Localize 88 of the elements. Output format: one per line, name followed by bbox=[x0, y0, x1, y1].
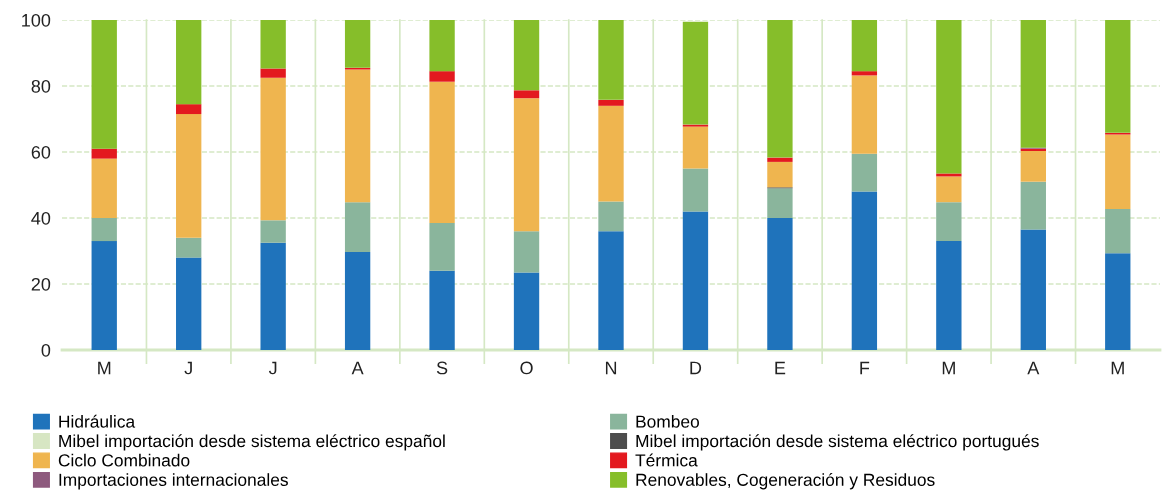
bar bbox=[851, 153, 878, 192]
bar bbox=[851, 20, 878, 72]
y-tick-label: 100 bbox=[22, 13, 51, 27]
x-tick-label: D bbox=[690, 361, 702, 375]
bar bbox=[1105, 134, 1131, 210]
bar bbox=[851, 75, 878, 154]
legend-label: Importaciones internacionales bbox=[59, 473, 288, 490]
legend-label: Ciclo Combinado bbox=[58, 453, 190, 467]
x-tick-label: M bbox=[98, 361, 111, 375]
y-tick-label: 40 bbox=[31, 211, 51, 225]
bar bbox=[91, 148, 117, 159]
legend-label: Térmica bbox=[635, 453, 698, 467]
x-tick-label: E bbox=[775, 361, 786, 375]
bar bbox=[682, 211, 709, 350]
bar bbox=[513, 90, 540, 99]
bar bbox=[176, 104, 202, 115]
bar bbox=[344, 20, 371, 68]
bar bbox=[1105, 253, 1131, 350]
bar bbox=[598, 99, 624, 106]
bar bbox=[936, 173, 962, 177]
bar bbox=[344, 69, 371, 203]
x-tick-label: M bbox=[942, 361, 955, 375]
bar bbox=[429, 20, 455, 72]
legend-label: Hidráulica bbox=[59, 414, 136, 428]
legend-label: Mibel importación desde sistema eléctrico portugués bbox=[636, 434, 1039, 451]
bar bbox=[936, 241, 962, 350]
bar bbox=[513, 231, 540, 273]
bar bbox=[682, 126, 709, 169]
bar bbox=[260, 220, 286, 243]
bar bbox=[598, 201, 624, 232]
x-tick-label: F bbox=[860, 361, 870, 375]
bar bbox=[91, 218, 117, 242]
bar bbox=[767, 157, 793, 162]
bar bbox=[1105, 209, 1131, 254]
bar bbox=[598, 105, 624, 202]
bar bbox=[1020, 229, 1046, 350]
bar bbox=[513, 272, 540, 350]
bar bbox=[260, 20, 286, 69]
x-tick-label: J bbox=[268, 361, 277, 375]
bar bbox=[1105, 20, 1131, 133]
bar bbox=[429, 81, 455, 223]
bar bbox=[260, 68, 286, 78]
bar bbox=[682, 168, 709, 212]
bar bbox=[91, 20, 117, 149]
bar bbox=[1020, 181, 1046, 230]
y-tick-label: 80 bbox=[31, 79, 51, 93]
y-tick-label: 0 bbox=[41, 343, 51, 357]
bar bbox=[767, 161, 793, 188]
bar bbox=[344, 202, 371, 252]
legend-label: Mibel importación desde sistema eléctrico español bbox=[59, 434, 445, 451]
bar bbox=[1020, 151, 1046, 182]
bar bbox=[513, 98, 540, 232]
x-tick-label: S bbox=[436, 361, 448, 375]
bar bbox=[851, 191, 878, 350]
bar bbox=[767, 218, 793, 350]
x-tick-label: J bbox=[184, 361, 192, 375]
bar bbox=[429, 222, 455, 271]
bar bbox=[682, 21, 709, 125]
bar bbox=[176, 20, 202, 105]
x-tick-label: M bbox=[1111, 361, 1124, 375]
bar bbox=[1020, 20, 1046, 148]
x-tick-label: O bbox=[520, 361, 533, 375]
bar bbox=[91, 241, 117, 350]
bar bbox=[767, 20, 793, 158]
bar bbox=[429, 270, 455, 350]
x-tick-label: N bbox=[605, 361, 617, 375]
y-tick-label: 20 bbox=[31, 277, 51, 291]
bar bbox=[260, 242, 286, 350]
bar bbox=[260, 77, 286, 221]
x-tick-label: A bbox=[351, 361, 364, 375]
bar bbox=[176, 257, 202, 350]
bar bbox=[598, 231, 624, 350]
legend-label: Bombeo bbox=[636, 414, 699, 428]
bar bbox=[936, 202, 962, 242]
bar bbox=[513, 20, 540, 91]
bar bbox=[851, 71, 878, 76]
bar bbox=[598, 20, 624, 100]
bar bbox=[936, 20, 962, 174]
legend-label: Renovables, Cogeneración y Residuos bbox=[636, 472, 935, 490]
bar bbox=[176, 237, 202, 258]
y-tick-label: 60 bbox=[31, 145, 51, 159]
bar bbox=[767, 188, 793, 218]
bar bbox=[429, 71, 455, 82]
bar bbox=[936, 176, 962, 203]
bar bbox=[91, 158, 117, 218]
x-tick-label: A bbox=[1027, 361, 1040, 375]
bar bbox=[176, 114, 202, 238]
bar bbox=[344, 251, 371, 350]
